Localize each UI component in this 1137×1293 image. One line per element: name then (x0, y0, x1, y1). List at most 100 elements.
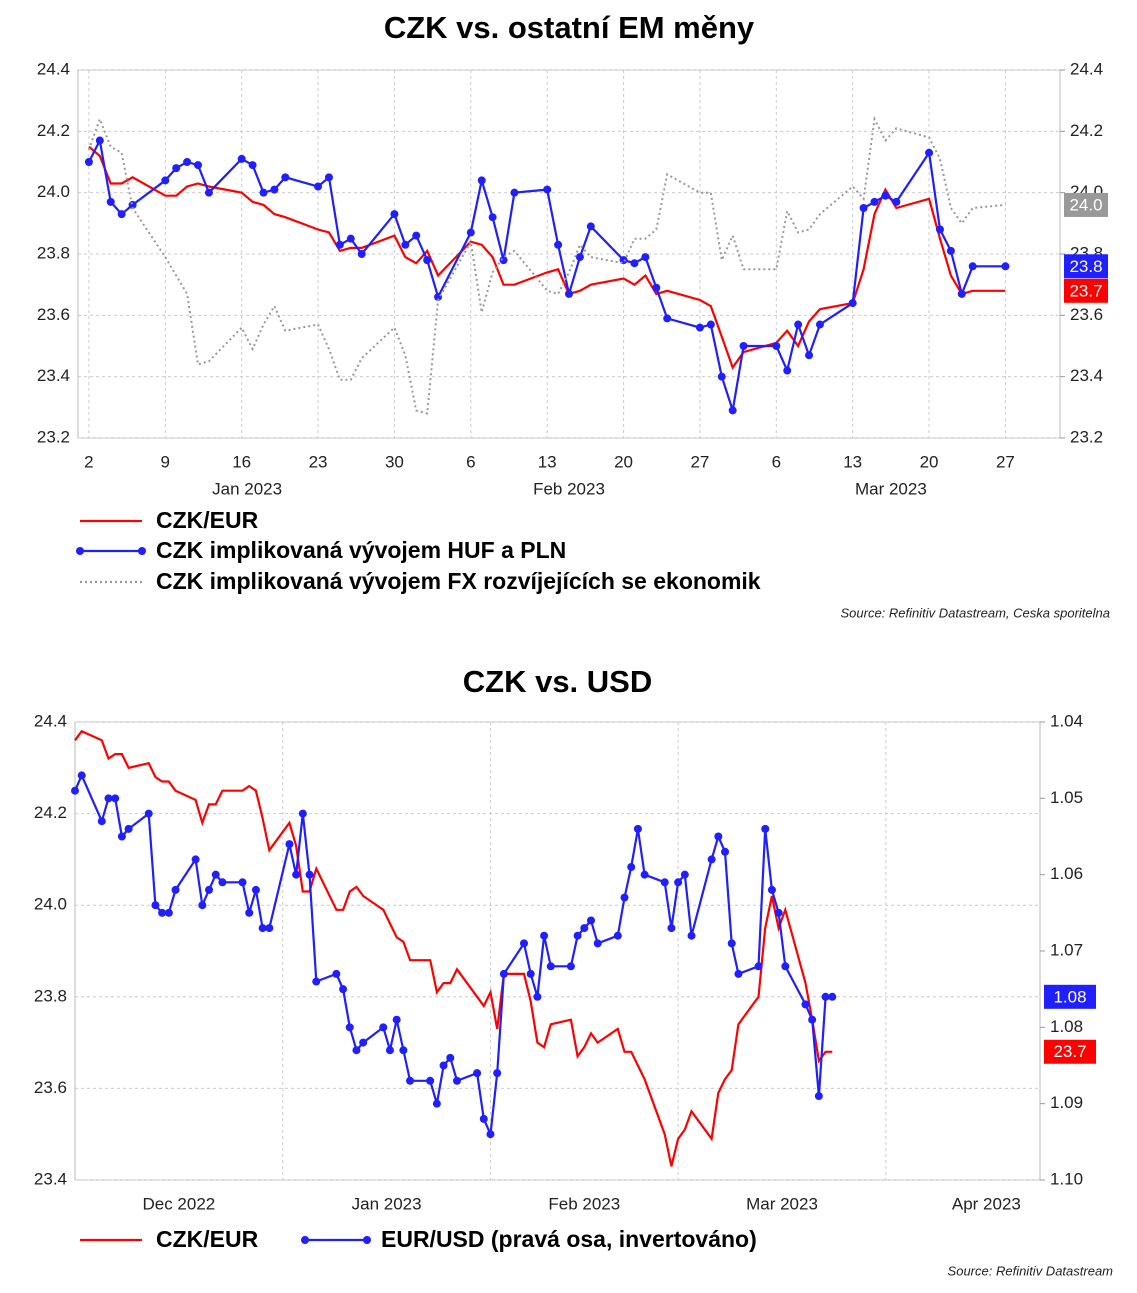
data-point (772, 342, 781, 350)
data-point (957, 289, 966, 298)
data-point (499, 256, 508, 265)
data-point (543, 185, 552, 194)
data-point (1001, 262, 1010, 271)
data-point (248, 161, 257, 170)
data-point (339, 985, 348, 994)
y-tick-label: 23.4 (34, 1169, 67, 1188)
month-label: Apr 2023 (952, 1194, 1021, 1213)
data-point (198, 901, 207, 910)
data-point (808, 1015, 817, 1024)
data-point (171, 885, 180, 894)
data-point (801, 1000, 810, 1009)
data-point (84, 158, 93, 166)
data-point (385, 1046, 394, 1055)
data-point (432, 1099, 441, 1108)
y2-tick-label: 1.10 (1050, 1169, 1083, 1188)
data-point (667, 924, 676, 933)
data-point (687, 931, 696, 940)
data-point (77, 771, 86, 780)
x-tick-label: 27 (690, 452, 709, 471)
data-point (565, 289, 573, 298)
data-point (251, 885, 260, 894)
month-label: Mar 2023 (855, 479, 927, 498)
series-line (74, 729, 833, 1167)
y-tick-label: 23.6 (34, 1078, 67, 1097)
end-label: 24.0 (1069, 195, 1102, 214)
data-point (663, 314, 672, 323)
data-point (620, 893, 629, 902)
data-point (554, 240, 563, 249)
data-point (575, 253, 584, 262)
data-point (477, 176, 486, 185)
chart-title: CZK vs. ostatní EM měny (384, 10, 755, 45)
x-tick-label: 16 (232, 452, 251, 471)
data-point (312, 977, 321, 986)
data-point (728, 406, 737, 415)
data-point (633, 824, 642, 833)
data-point (540, 931, 549, 940)
data-point (714, 832, 723, 841)
data-point (117, 832, 126, 841)
y2-tick-label: 24.4 (1070, 59, 1103, 78)
x-tick-label: 2 (84, 452, 93, 471)
data-point (707, 855, 716, 864)
data-point (781, 962, 790, 971)
data-point (613, 931, 622, 940)
chart-title: CZK vs. USD (463, 664, 652, 699)
data-point (815, 320, 824, 329)
month-label: Jan 2023 (352, 1194, 422, 1213)
data-point (761, 824, 770, 833)
month-label: Feb 2023 (548, 1194, 620, 1213)
data-point (526, 969, 535, 978)
data-point (546, 962, 555, 971)
data-point (298, 809, 307, 818)
data-point (379, 1023, 388, 1032)
y-tick-label: 23.4 (37, 366, 70, 385)
data-point (124, 824, 133, 833)
data-point (401, 240, 410, 249)
data-point (399, 1046, 408, 1055)
data-point (390, 210, 399, 219)
data-point (238, 878, 247, 887)
data-point (106, 197, 115, 206)
y-tick-label: 23.6 (37, 305, 70, 324)
x-tick-label: 20 (920, 452, 939, 471)
data-point (172, 164, 181, 173)
data-point (158, 908, 167, 917)
data-point (814, 1092, 823, 1101)
data-point (630, 259, 639, 268)
data-point (848, 299, 857, 308)
data-point (881, 191, 890, 200)
y-tick-label: 24.4 (34, 711, 67, 730)
data-point (499, 969, 508, 978)
end-label: 23.8 (1069, 257, 1102, 276)
end-label: 23.7 (1053, 1042, 1086, 1061)
data-point (640, 870, 649, 879)
data-point (314, 182, 323, 191)
data-point (466, 228, 475, 237)
data-point (164, 908, 173, 917)
y2-tick-label: 1.04 (1050, 711, 1083, 730)
month-label: Feb 2023 (533, 479, 605, 498)
data-point (935, 225, 944, 234)
data-point (946, 246, 955, 255)
data-point (721, 847, 730, 856)
data-point (218, 878, 227, 887)
data-point (767, 885, 776, 894)
data-point (357, 250, 366, 258)
source-note: Source: Refinitiv Datastream (948, 1263, 1114, 1278)
data-point (292, 870, 301, 879)
y-tick-label: 23.8 (34, 986, 67, 1005)
legend-label: CZK/EUR (156, 507, 259, 533)
data-point (446, 1053, 455, 1062)
data-point (680, 870, 689, 879)
data-point (473, 1069, 482, 1078)
y-tick-label: 24.0 (37, 182, 70, 201)
legend-label: CZK implikovaná vývojem HUF a PLN (156, 537, 566, 563)
y2-tick-label: 23.6 (1070, 305, 1103, 324)
end-label-box (1044, 984, 1096, 1009)
data-point (128, 200, 137, 209)
data-point (573, 931, 582, 940)
end-label: 1.08 (1053, 987, 1086, 1006)
